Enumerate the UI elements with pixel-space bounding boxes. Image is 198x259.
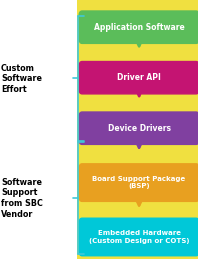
FancyBboxPatch shape <box>79 11 198 43</box>
FancyBboxPatch shape <box>77 0 198 259</box>
Text: Device Drivers: Device Drivers <box>108 124 171 133</box>
Text: Software
Support
from SBC
Vendor: Software Support from SBC Vendor <box>1 177 43 219</box>
Text: Driver API: Driver API <box>117 73 161 82</box>
Text: Application Software: Application Software <box>94 23 185 32</box>
Text: Custom
Software
Effort: Custom Software Effort <box>1 64 42 94</box>
Text: Board Support Package
(BSP): Board Support Package (BSP) <box>92 176 186 189</box>
FancyBboxPatch shape <box>79 164 198 202</box>
FancyBboxPatch shape <box>79 112 198 145</box>
FancyBboxPatch shape <box>79 62 198 94</box>
Text: Embedded Hardware
(Custom Design or COTS): Embedded Hardware (Custom Design or COTS… <box>89 230 189 244</box>
FancyBboxPatch shape <box>79 218 198 256</box>
